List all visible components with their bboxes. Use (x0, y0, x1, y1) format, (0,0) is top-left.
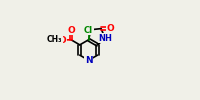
Text: Cl: Cl (84, 26, 93, 35)
Text: NH: NH (98, 34, 112, 42)
Text: CH₃: CH₃ (47, 35, 62, 44)
Text: N: N (85, 56, 92, 65)
Text: O: O (106, 24, 114, 33)
Text: O: O (58, 36, 66, 45)
Text: O: O (67, 26, 75, 35)
